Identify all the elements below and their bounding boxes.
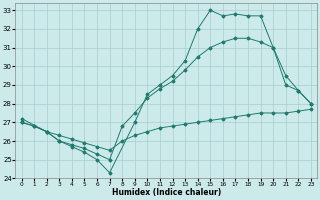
X-axis label: Humidex (Indice chaleur): Humidex (Indice chaleur) (112, 188, 221, 197)
